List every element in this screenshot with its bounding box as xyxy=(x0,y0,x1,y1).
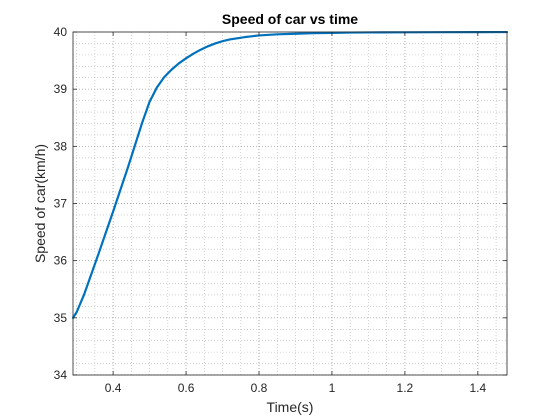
x-axis-label: Time(s) xyxy=(267,399,314,415)
y-tick-label: 35 xyxy=(54,311,68,325)
y-tick-label: 36 xyxy=(54,254,68,268)
y-tick-label: 40 xyxy=(54,25,68,39)
x-tick-label: 0.6 xyxy=(178,381,195,395)
x-tick-label: 1.2 xyxy=(397,381,414,395)
x-tick-label: 1.4 xyxy=(469,381,486,395)
x-tick-label: 0.4 xyxy=(105,381,122,395)
y-tick-label: 39 xyxy=(54,82,68,96)
y-tick-label: 34 xyxy=(54,368,68,382)
chart-title: Speed of car vs time xyxy=(222,11,358,27)
x-tick-label: 1 xyxy=(329,381,336,395)
y-axis-label: Speed of car(km/h) xyxy=(32,144,48,263)
y-tick-label: 38 xyxy=(54,139,68,153)
y-tick-label: 37 xyxy=(54,197,68,211)
x-tick-label: 0.8 xyxy=(251,381,268,395)
x-tick-labels: 0.4 0.6 0.8 1 1.2 1.4 xyxy=(105,381,487,395)
y-tick-labels: 34 35 36 37 38 39 40 xyxy=(54,25,68,382)
tick-marks xyxy=(73,31,507,376)
